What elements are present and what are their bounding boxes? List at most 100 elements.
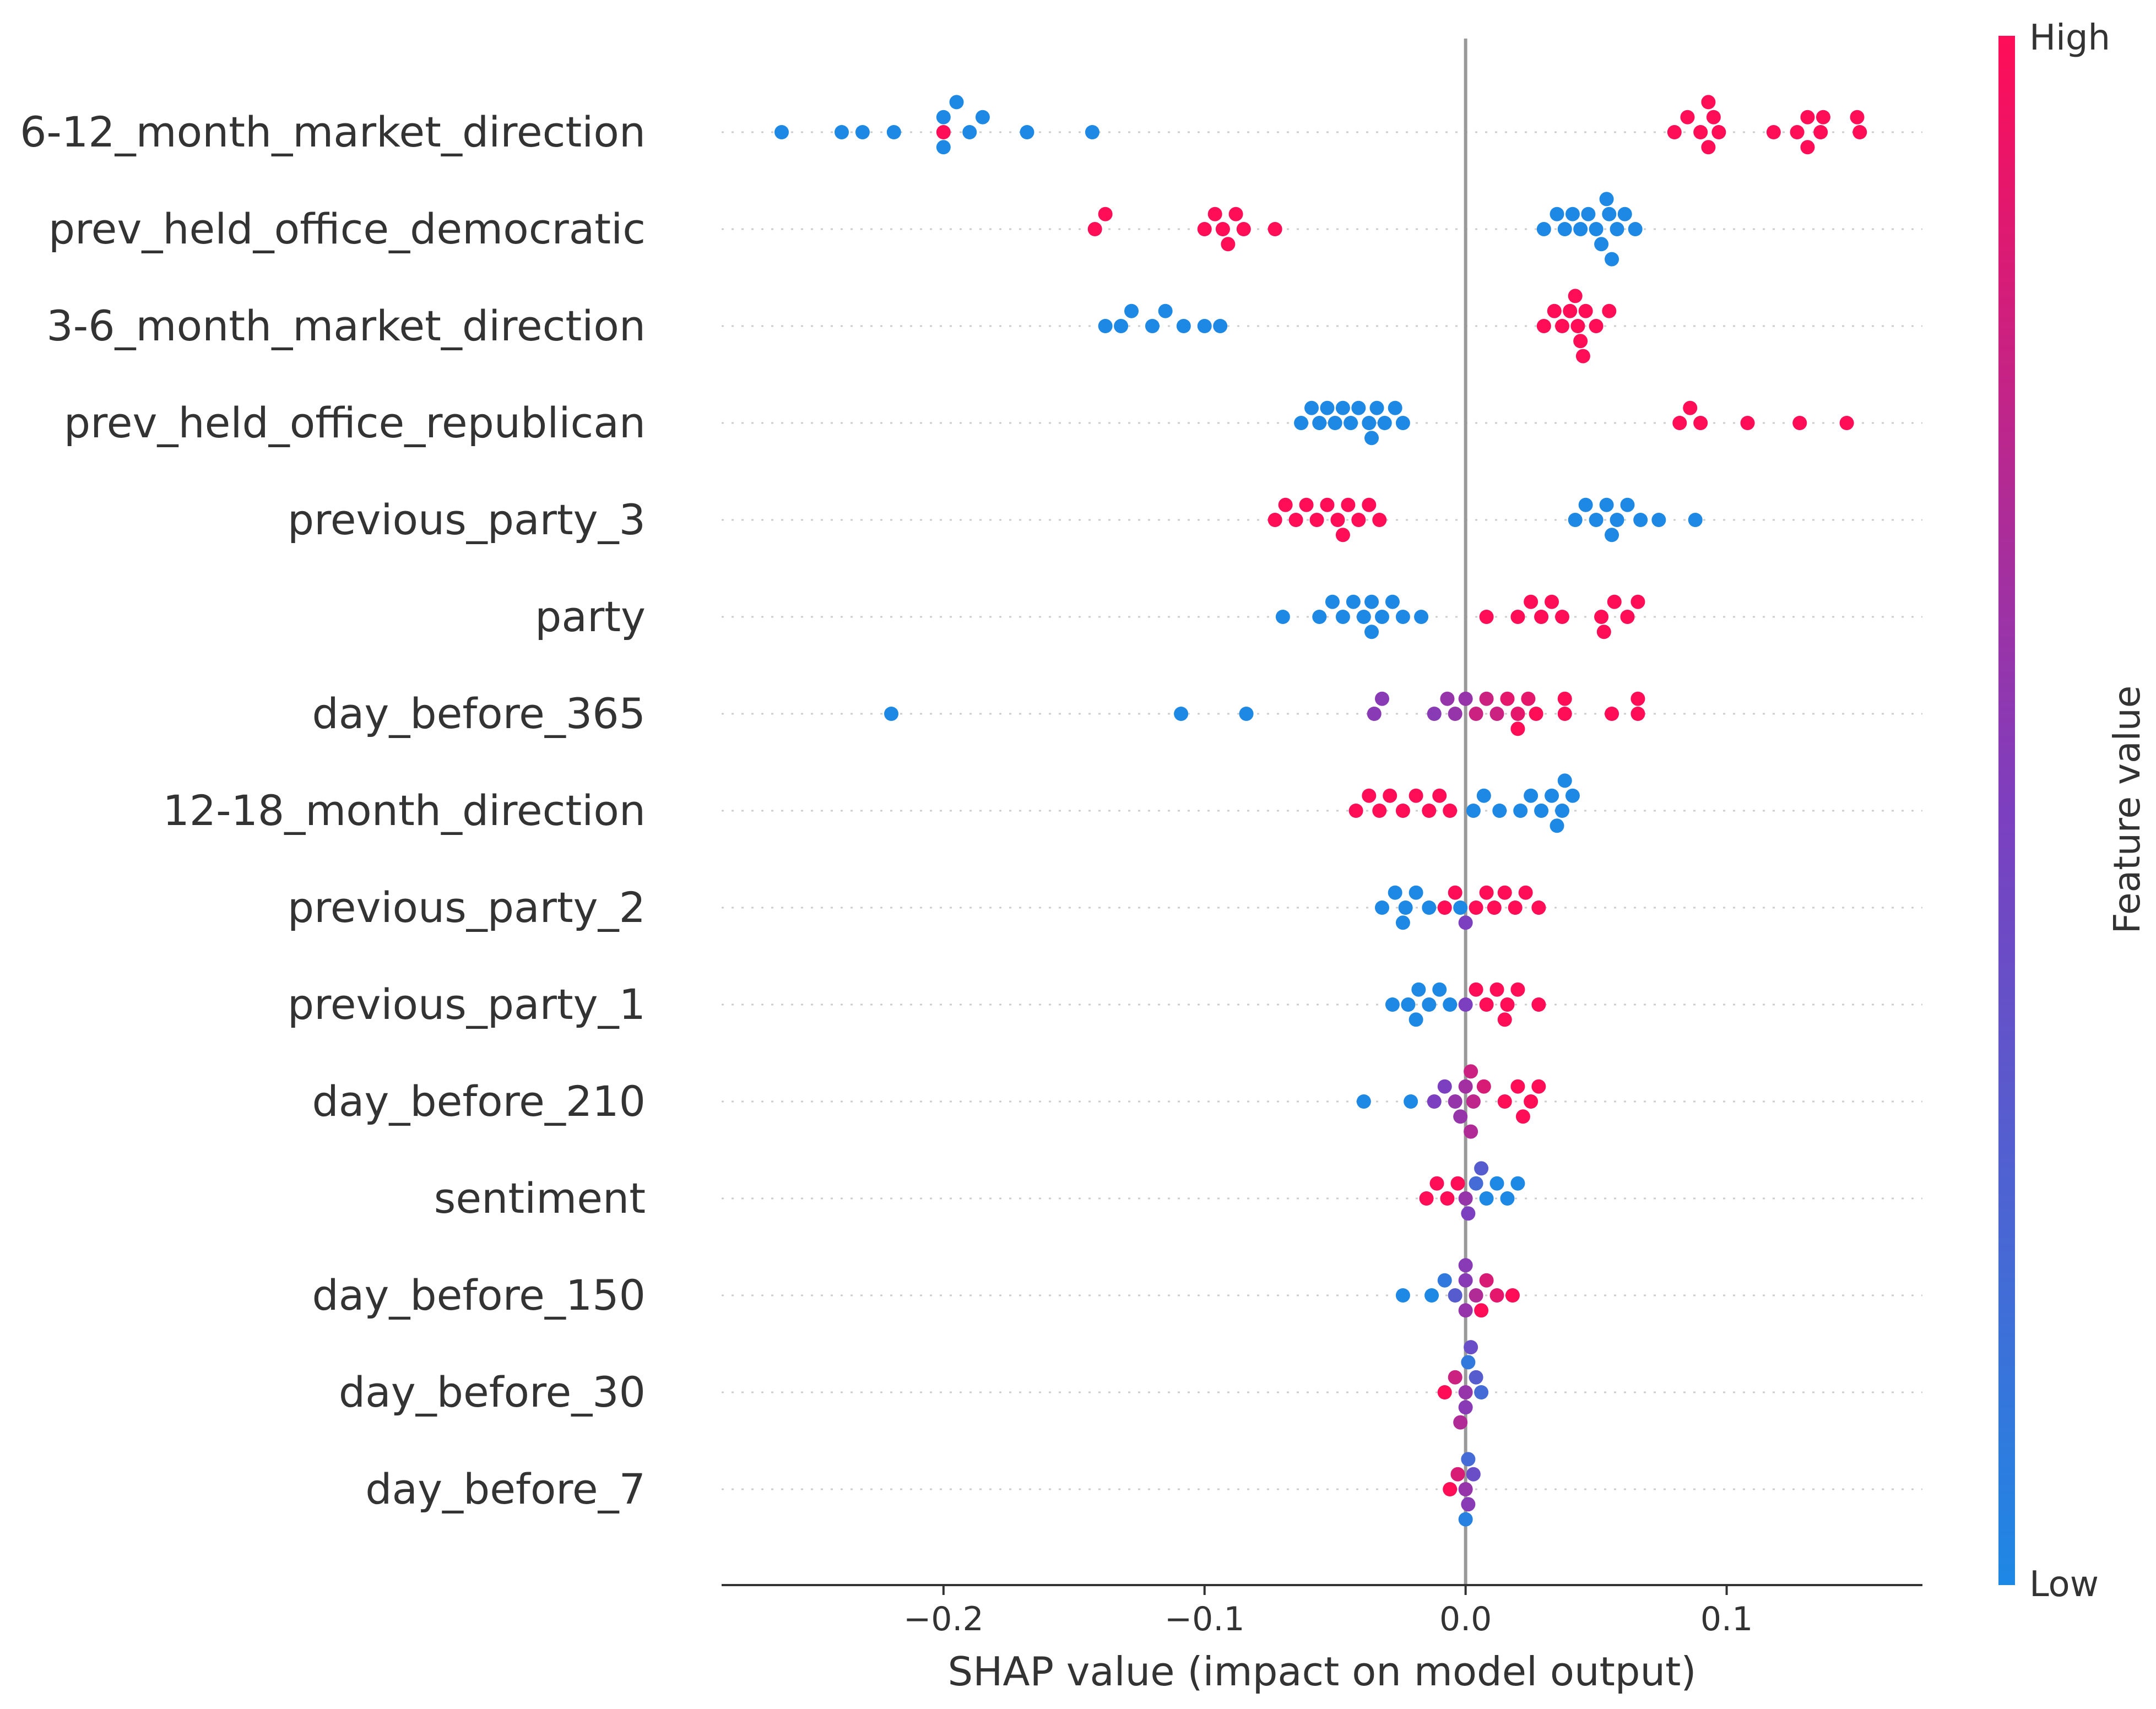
- x-ticks: −0.2 −0.1 0.0 0.1: [903, 1585, 1753, 1639]
- shap-point: [1575, 349, 1590, 363]
- shap-point: [1589, 222, 1604, 236]
- shap-point: [886, 125, 901, 139]
- shap-point: [1531, 997, 1546, 1012]
- shap-point: [1437, 1273, 1452, 1288]
- shap-point: [1466, 804, 1481, 818]
- shap-point: [1450, 1467, 1465, 1482]
- feature-label: prev_held_office_democratic: [48, 204, 646, 253]
- shap-point: [1424, 1288, 1439, 1303]
- shap-point: [1479, 610, 1494, 624]
- shap-point: [1630, 594, 1645, 609]
- shap-point: [1443, 1482, 1458, 1496]
- shap-point: [1474, 1161, 1489, 1176]
- shap-point: [1369, 400, 1384, 415]
- shap-point: [1570, 319, 1585, 333]
- shap-point: [1267, 513, 1282, 527]
- shap-point: [1766, 125, 1781, 139]
- shap-point: [1351, 400, 1366, 415]
- shap-point: [1453, 1109, 1468, 1124]
- shap-point: [1510, 1176, 1525, 1191]
- shap-point: [1422, 900, 1437, 915]
- shap-point: [1312, 610, 1327, 624]
- colorbar: [1998, 36, 2015, 1585]
- shap-point: [1395, 1288, 1410, 1303]
- shap-point: [1395, 610, 1410, 624]
- shap-point: [1500, 997, 1515, 1012]
- shap-point: [1557, 222, 1572, 236]
- shap-point: [1458, 915, 1473, 930]
- shap-point: [1497, 885, 1512, 900]
- shap-point: [1534, 610, 1549, 624]
- shap-point: [1578, 497, 1593, 512]
- shap-point: [1479, 885, 1494, 900]
- shap-point: [1620, 610, 1635, 624]
- shap-point: [1602, 207, 1617, 221]
- shap-point: [1518, 885, 1533, 900]
- shap-point: [1489, 982, 1504, 997]
- shap-point: [1364, 625, 1379, 639]
- shap-point: [1852, 125, 1867, 139]
- shap-point: [1474, 1385, 1489, 1399]
- shap-point: [1850, 110, 1865, 124]
- shap-point: [1706, 110, 1721, 124]
- shap-point: [1385, 594, 1400, 609]
- shap-point: [1510, 1079, 1525, 1094]
- shap-point: [1573, 334, 1588, 349]
- shap-point: [1474, 1303, 1489, 1318]
- shap-point: [1594, 237, 1609, 252]
- shap-point: [1330, 513, 1345, 527]
- shap-point: [1124, 303, 1139, 318]
- shap-point: [1555, 610, 1569, 624]
- shap-point: [1304, 400, 1319, 415]
- shap-point: [1278, 497, 1293, 512]
- shap-point: [1711, 125, 1726, 139]
- shap-point: [1344, 416, 1358, 430]
- shap-point: [1087, 222, 1102, 236]
- shap-point: [1534, 804, 1549, 818]
- feature-label: day_before_7: [365, 1464, 646, 1513]
- feature-label: 6-12_month_market_direction: [20, 107, 646, 156]
- shap-point: [1409, 1012, 1423, 1027]
- shap-point: [1335, 610, 1350, 624]
- shap-point: [1453, 1415, 1468, 1430]
- x-tick-label: 0.1: [1700, 1600, 1753, 1639]
- shap-point: [1461, 1355, 1476, 1370]
- shap-point: [1680, 110, 1695, 124]
- shap-point: [1448, 707, 1462, 721]
- shap-point: [1524, 788, 1539, 803]
- shap-point: [1599, 497, 1614, 512]
- shap-point: [1325, 594, 1340, 609]
- shap-point: [1505, 1288, 1520, 1303]
- shap-point: [1536, 319, 1551, 333]
- shap-point: [1464, 1124, 1478, 1139]
- shap-point: [1320, 497, 1335, 512]
- shap-point: [1145, 319, 1160, 333]
- shap-point: [1476, 788, 1491, 803]
- shap-point: [1816, 110, 1830, 124]
- shap-point: [1458, 1273, 1473, 1288]
- shap-point: [1372, 804, 1387, 818]
- shap-point: [1469, 982, 1483, 997]
- shap-point: [1617, 207, 1632, 221]
- shap-point: [1197, 319, 1212, 333]
- points-layer: [774, 95, 1867, 1527]
- shap-point: [1550, 818, 1564, 833]
- shap-point: [1351, 513, 1366, 527]
- shap-point: [1228, 207, 1243, 221]
- shap-point: [1487, 900, 1502, 915]
- shap-point: [1550, 207, 1564, 221]
- shap-point: [1581, 207, 1596, 221]
- shap-point: [1448, 1094, 1462, 1109]
- shap-point: [1508, 900, 1523, 915]
- shap-point: [1693, 416, 1708, 430]
- shap-point: [1605, 252, 1619, 267]
- feature-label: previous_party_1: [288, 980, 646, 1029]
- shap-point: [1299, 497, 1314, 512]
- shap-point: [1464, 1064, 1478, 1079]
- shap-point: [1294, 416, 1309, 430]
- shap-point: [1176, 319, 1191, 333]
- shap-point: [1633, 513, 1648, 527]
- shap-point: [1545, 788, 1559, 803]
- shap-point: [1479, 997, 1494, 1012]
- shap-point: [1524, 594, 1539, 609]
